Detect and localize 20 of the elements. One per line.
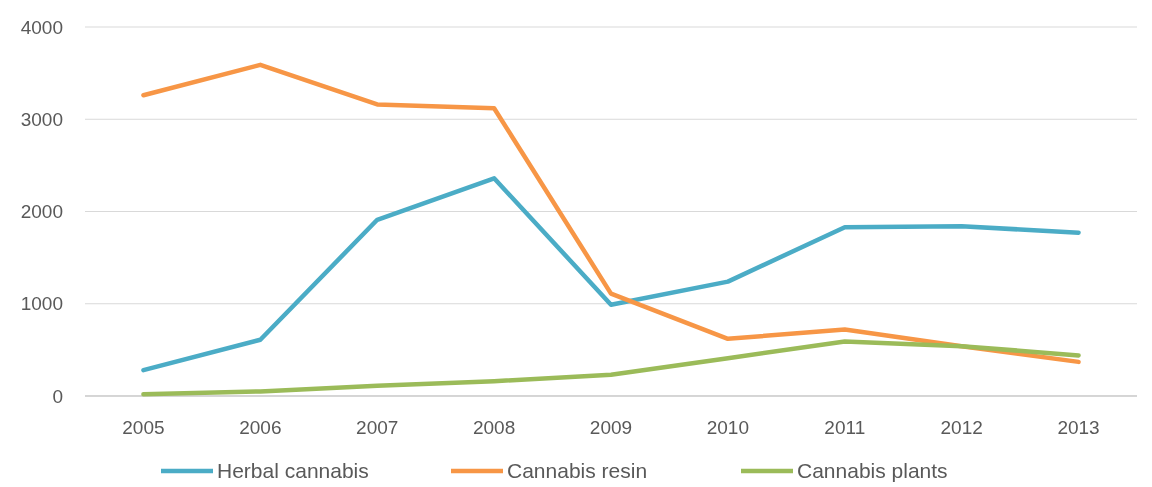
legend-label: Herbal cannabis xyxy=(217,459,369,483)
y-tick-label: 4000 xyxy=(20,16,63,38)
x-tick-label: 2006 xyxy=(239,417,282,438)
x-tick-label: 2012 xyxy=(940,417,983,438)
x-tick-label: 2010 xyxy=(706,417,750,438)
line-series xyxy=(141,339,1081,397)
x-tick-label: 2011 xyxy=(824,417,866,438)
x-tick-label: 2005 xyxy=(122,417,165,438)
line-series xyxy=(141,62,1081,365)
y-tick-label: 1000 xyxy=(20,293,63,315)
legend-label: Cannabis resin xyxy=(507,459,648,483)
y-tick-label: 2000 xyxy=(20,201,63,223)
x-tick-label: 2013 xyxy=(1057,417,1100,438)
legend-label: Cannabis plants xyxy=(797,459,948,483)
y-tick-label: 3000 xyxy=(20,108,63,130)
x-tick-label: 2008 xyxy=(472,417,516,438)
x-tick-label: 2009 xyxy=(589,417,633,438)
line-series xyxy=(141,176,1081,373)
x-tick-label: 2007 xyxy=(356,417,399,438)
y-tick-label: 0 xyxy=(52,385,63,407)
